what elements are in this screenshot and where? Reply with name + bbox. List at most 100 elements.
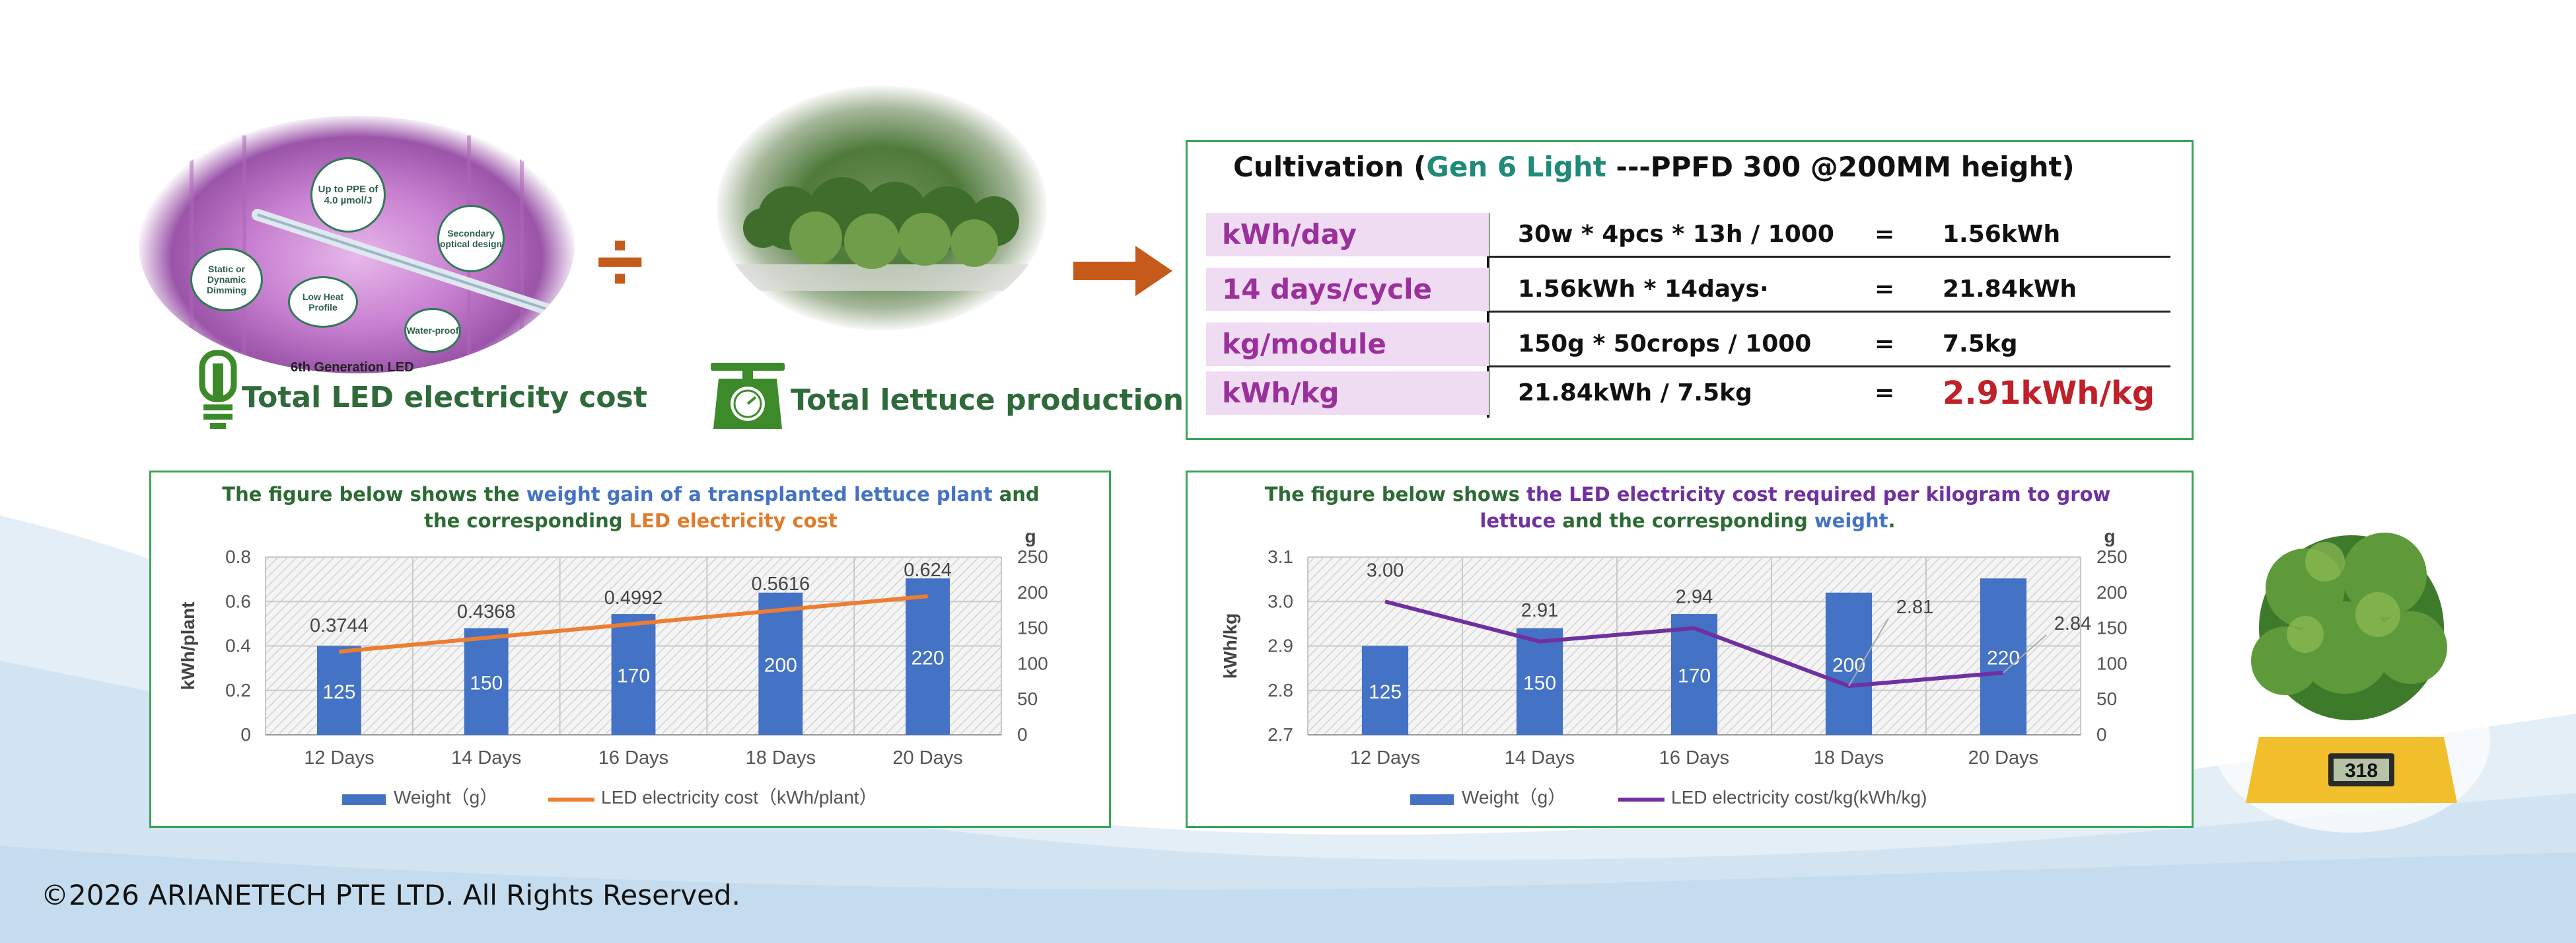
x-tick-label: 14 Days bbox=[451, 747, 521, 769]
row-formula: 150g * 50crops / 1000 bbox=[1518, 330, 1812, 358]
line-data-label: 3.00 bbox=[1367, 560, 1404, 581]
legend-swatch-bar bbox=[1410, 794, 1454, 805]
line-data-label: 2.94 bbox=[1676, 587, 1713, 608]
legend-label-bar: Weight（g） bbox=[394, 787, 498, 808]
y2-axis-label: g bbox=[1024, 526, 1036, 547]
bar bbox=[1980, 578, 2027, 735]
led-generation-label: 6th Generation LED bbox=[291, 360, 414, 375]
bar-data-label: 170 bbox=[617, 665, 650, 687]
feature-bubble-optical: Secondary optical design bbox=[437, 205, 505, 272]
bar-data-label: 150 bbox=[470, 672, 503, 694]
y2-tick-label: 250 bbox=[1017, 547, 1048, 567]
lettuce-tray-photo bbox=[717, 86, 1047, 330]
legend-label-line: LED electricity cost/kg(kWh/kg) bbox=[1671, 787, 1927, 808]
bar-data-label: 220 bbox=[912, 648, 945, 669]
y-tick-label: 3.0 bbox=[1268, 591, 1293, 611]
legend-label-bar: Weight（g） bbox=[1462, 787, 1566, 808]
row-result: 7.5kg bbox=[1943, 330, 2018, 358]
line-data-label: 2.84 bbox=[2054, 613, 2091, 634]
row-line bbox=[1489, 365, 2170, 367]
y2-tick-label: 150 bbox=[2096, 618, 2128, 638]
row-equals: = bbox=[1875, 221, 1895, 248]
line-data-label: 0.4368 bbox=[457, 601, 516, 622]
x-tick-label: 12 Days bbox=[1350, 747, 1420, 769]
row-result: 21.84kWh bbox=[1943, 276, 2077, 303]
feature-bubble-dimming: Static or Dynamic Dimming bbox=[190, 248, 263, 311]
y2-tick-label: 200 bbox=[1017, 582, 1048, 603]
lettuce-scale-photo: 318 bbox=[2213, 533, 2490, 833]
bar bbox=[1361, 646, 1409, 735]
bar bbox=[906, 578, 950, 735]
line-data-label: 0.5616 bbox=[751, 574, 810, 595]
table-row: kWh/day 30w * 4pcs * 13h / 1000 = 1.56kW… bbox=[1206, 213, 2170, 258]
bar bbox=[758, 592, 803, 735]
y-axis-label: kWh/plant bbox=[178, 602, 198, 691]
table-divider bbox=[1487, 213, 1489, 418]
x-tick-label: 14 Days bbox=[1505, 747, 1575, 769]
led-photo bbox=[139, 116, 575, 373]
y-tick-label: 2.9 bbox=[1268, 636, 1293, 656]
y-tick-label: 2.8 bbox=[1268, 680, 1293, 700]
row-label: kWh/day bbox=[1206, 213, 1489, 256]
arrow-right-icon bbox=[1073, 246, 1172, 296]
y-axis-label: kWh/kg bbox=[1220, 613, 1240, 679]
bar-data-label: 200 bbox=[764, 654, 797, 676]
bar-data-label: 220 bbox=[1987, 648, 2020, 669]
row-result: 1.56kWh bbox=[1943, 221, 2061, 248]
legend-label-line: LED electricity cost（kWh/plant） bbox=[601, 787, 878, 808]
led-bar-illustration bbox=[190, 135, 567, 360]
y-tick-label: 0.4 bbox=[225, 636, 251, 656]
row-equals: = bbox=[1875, 330, 1895, 358]
lettuce-production-caption: Total lettuce production bbox=[791, 383, 1184, 417]
x-tick-label: 16 Days bbox=[598, 747, 668, 769]
x-tick-label: 20 Days bbox=[1968, 747, 2038, 769]
x-tick-label: 18 Days bbox=[746, 747, 816, 769]
cultivation-title: Cultivation (Gen 6 Light ---PPFD 300 @20… bbox=[1233, 151, 2075, 183]
y-tick-label: 0.6 bbox=[225, 591, 251, 611]
y2-tick-label: 100 bbox=[1017, 653, 1048, 673]
line-data-label: 2.91 bbox=[1521, 600, 1558, 621]
bar-data-label: 125 bbox=[1369, 681, 1402, 703]
x-tick-label: 18 Days bbox=[1814, 747, 1884, 769]
y2-tick-label: 150 bbox=[1017, 618, 1048, 638]
bar-data-label: 170 bbox=[1678, 665, 1711, 687]
chart-left: 0 0.2 0.4 0.6 0.8 0 50 100 150 200 250 kWh/plant g 12… bbox=[178, 526, 1048, 808]
x-tick-label: 20 Days bbox=[892, 747, 962, 769]
label-leader bbox=[1848, 618, 1889, 687]
row-label: 14 days/cycle bbox=[1206, 268, 1489, 311]
feature-bubble-waterproof: Water-proof bbox=[404, 308, 461, 353]
y2-tick-label: 0 bbox=[2096, 724, 2107, 745]
row-equals: = bbox=[1875, 276, 1895, 303]
copyright-text: ©2026 ARIANETECH PTE LTD. All Rights Res… bbox=[41, 879, 740, 911]
y-tick-label: 0.2 bbox=[225, 680, 251, 700]
lettuce-tray-illustration bbox=[730, 177, 1034, 291]
y2-tick-label: 0 bbox=[1017, 724, 1028, 745]
divide-symbol: ÷ bbox=[596, 213, 644, 309]
bar-data-label: 150 bbox=[1523, 672, 1556, 694]
table-row: kg/module 150g * 50crops / 1000 = 7.5kg bbox=[1206, 322, 2170, 367]
y2-tick-label: 200 bbox=[2096, 582, 2128, 603]
bar bbox=[1516, 628, 1563, 735]
feature-bubble-heat: Low Heat Profile bbox=[288, 276, 358, 328]
bar bbox=[1825, 592, 1873, 735]
scale-readout: 318 bbox=[2345, 760, 2378, 782]
y-tick-label: 2.7 bbox=[1268, 724, 1293, 745]
chart-left-title: The figure below shows the weight gain o… bbox=[222, 483, 1040, 532]
label-leader bbox=[2003, 634, 2047, 673]
series-line bbox=[339, 594, 928, 654]
row-label: kWh/kg bbox=[1206, 371, 1489, 415]
line-data-label: 2.81 bbox=[1896, 597, 1933, 618]
y2-tick-label: 50 bbox=[2096, 689, 2117, 709]
row-equals: = bbox=[1875, 379, 1895, 406]
legend-swatch-bar bbox=[342, 794, 386, 805]
y2-axis-label: g bbox=[2104, 526, 2115, 547]
bar bbox=[611, 614, 656, 735]
row-formula: 30w * 4pcs * 13h / 1000 bbox=[1518, 221, 1834, 248]
y-tick-label: 0 bbox=[240, 724, 251, 745]
led-cost-caption: Total LED electricity cost bbox=[242, 381, 647, 414]
bar-data-label: 200 bbox=[1832, 654, 1865, 676]
row-result-highlight: 2.91kWh/kg bbox=[1943, 375, 2155, 412]
row-line bbox=[1489, 311, 2170, 313]
y2-tick-label: 100 bbox=[2096, 653, 2128, 673]
bar bbox=[464, 628, 509, 735]
